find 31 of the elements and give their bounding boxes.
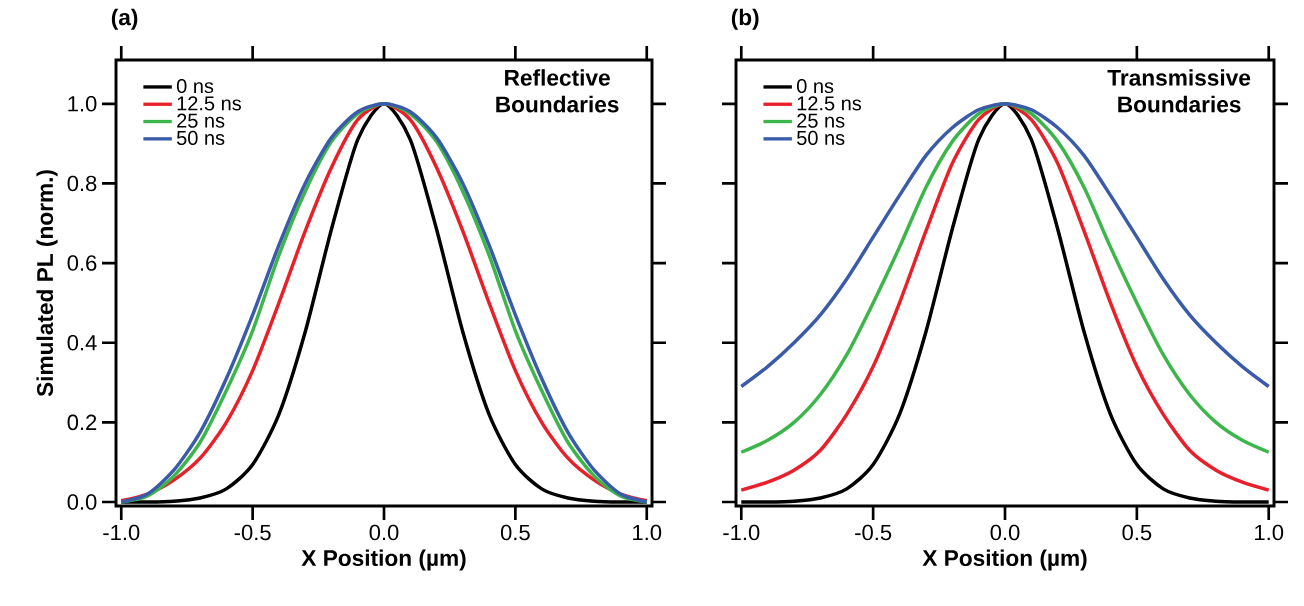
x-axis-title: X Position (µm) — [301, 549, 466, 571]
y-tick-label: 0.4 — [67, 334, 97, 351]
x-tick-label: -1.0 — [103, 524, 140, 541]
legend-label: 12.5 ns — [797, 96, 862, 111]
y-tick-label: 0.8 — [67, 175, 97, 192]
y-tick-label: 0.2 — [67, 414, 97, 431]
y-tick-label: 1.0 — [68, 96, 97, 112]
y-tick-label: 0.6 — [67, 255, 97, 271]
legend-label: 50 ns — [176, 130, 225, 146]
x-tick-label: 0.5 — [1122, 524, 1152, 541]
y-axis-title: Simulated PL (norm.) — [36, 170, 58, 397]
x-tick-label: 0.0 — [369, 524, 399, 541]
x-tick-label: -0.5 — [855, 524, 892, 541]
legend-label: 25 ns — [177, 113, 225, 128]
legend-label: 25 ns — [797, 113, 845, 128]
x-tick-label: 0.0 — [990, 524, 1020, 541]
x-tick-label: -1.0 — [723, 524, 760, 541]
x-tick-label: 0.5 — [500, 524, 530, 541]
legend-label: 0 ns — [176, 78, 214, 94]
chart-title: (b) — [731, 8, 759, 30]
legend-label: 12.5 ns — [177, 96, 242, 111]
x-tick-label: 1.0 — [1255, 524, 1284, 541]
x-axis-title: X Position (µm) — [922, 549, 1087, 571]
y-tick-label: 0.0 — [67, 494, 97, 510]
legend-label: 50 ns — [797, 130, 845, 146]
chart-title: (a) — [111, 8, 138, 30]
x-tick-label: 1.0 — [633, 524, 662, 541]
legend-label: 0 ns — [797, 78, 834, 94]
x-tick-label: -0.5 — [234, 524, 271, 541]
annotation: Reflective Boundaries — [496, 69, 619, 113]
annotation: Transmissive Boundaries — [1107, 69, 1251, 113]
